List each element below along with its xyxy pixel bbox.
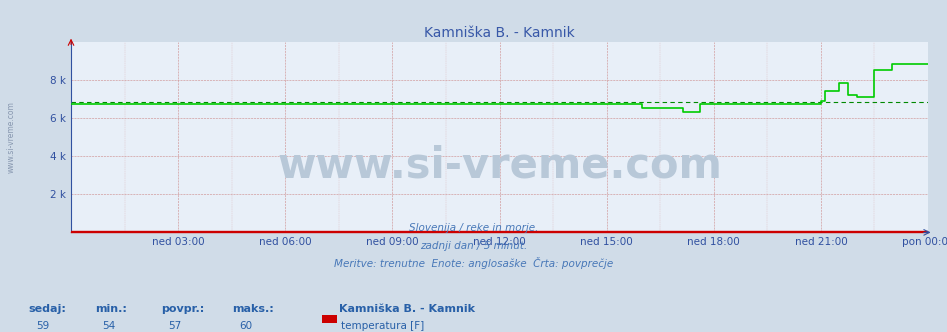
Text: maks.:: maks.: <box>232 304 274 314</box>
Text: sedaj:: sedaj: <box>28 304 66 314</box>
Text: Slovenija / reke in morje.: Slovenija / reke in morje. <box>409 223 538 233</box>
Text: Meritve: trenutne  Enote: anglosaške  Črta: povprečje: Meritve: trenutne Enote: anglosaške Črta… <box>334 257 613 269</box>
Text: min.:: min.: <box>95 304 127 314</box>
Text: 60: 60 <box>240 321 253 331</box>
Text: Kamniška B. - Kamnik: Kamniška B. - Kamnik <box>339 304 475 314</box>
Text: temperatura [F]: temperatura [F] <box>341 321 424 331</box>
Text: 54: 54 <box>102 321 116 331</box>
Text: povpr.:: povpr.: <box>161 304 205 314</box>
Text: 59: 59 <box>36 321 49 331</box>
Text: www.si-vreme.com: www.si-vreme.com <box>277 144 722 187</box>
Text: www.si-vreme.com: www.si-vreme.com <box>7 101 16 173</box>
Title: Kamniška B. - Kamnik: Kamniška B. - Kamnik <box>424 26 575 40</box>
Text: 57: 57 <box>169 321 182 331</box>
Text: zadnji dan / 5 minut.: zadnji dan / 5 minut. <box>420 241 527 251</box>
